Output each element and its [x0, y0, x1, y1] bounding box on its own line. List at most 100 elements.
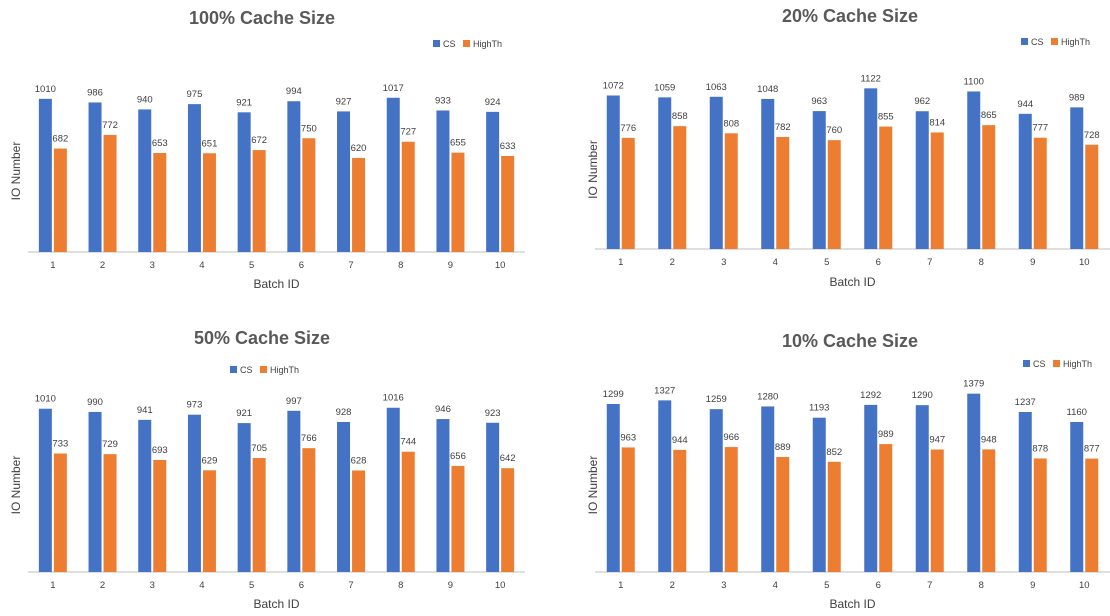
cs-data-label: 924 [485, 97, 501, 108]
chart-svg: 10% Cache Size CS HighTh IO Number Batch ID 1… [586, 331, 1110, 611]
highth-data-label: 777 [1032, 123, 1048, 134]
x-tick-label: 6 [876, 580, 881, 591]
legend: CS HighTh [1021, 37, 1090, 47]
highth-data-label: 782 [775, 122, 791, 133]
chart-10-percent-cache: 10% Cache Size CS HighTh IO Number Batch ID 1… [565, 308, 1110, 616]
x-tick-label: 1 [618, 580, 623, 591]
highth-bar [53, 148, 67, 252]
cs-data-label: 1327 [654, 385, 675, 396]
highth-bar [103, 134, 117, 252]
highth-data-label: 656 [450, 451, 466, 462]
cs-bar [436, 110, 450, 253]
highth-bar [501, 155, 515, 252]
highth-bar [879, 444, 893, 572]
highth-data-label: 651 [202, 138, 218, 149]
x-axis-label: Batch ID [829, 275, 875, 289]
x-tick-label: 9 [448, 580, 453, 591]
cs-bar [915, 111, 929, 249]
cs-data-label: 997 [286, 396, 302, 407]
highth-bar [352, 157, 366, 252]
cs-data-label: 1017 [383, 83, 404, 94]
highth-bar [202, 153, 216, 252]
chart-svg: 100% Cache Size CS HighTh IO Number Batch ID… [9, 8, 525, 291]
cs-bar [337, 111, 351, 252]
highth-bar [621, 447, 635, 572]
highth-data-label: 947 [929, 435, 945, 446]
cs-data-label: 1280 [757, 391, 778, 402]
cs-bar [864, 88, 878, 250]
cs-data-label: 1193 [809, 403, 829, 414]
chart-20-percent-cache: 20% Cache Size CS HighTh IO Number Batch ID 1… [565, 0, 1110, 308]
cs-data-label: 1160 [1067, 407, 1087, 418]
cs-bar [864, 404, 878, 572]
highth-bar [1085, 458, 1099, 572]
cs-data-label: 1237 [1015, 397, 1036, 408]
cs-bar [386, 407, 400, 572]
cs-bar [812, 417, 826, 572]
cs-bar [967, 393, 981, 572]
legend-swatch [463, 40, 470, 47]
cs-data-label: 933 [435, 95, 451, 106]
legend-label: HighTh [473, 39, 502, 49]
legend-label: CS [240, 365, 253, 375]
cs-data-label: 941 [137, 405, 153, 416]
cs-bar [138, 109, 152, 252]
cs-bar [1070, 421, 1084, 572]
cs-bar [38, 98, 52, 252]
cs-data-label: 1059 [654, 82, 675, 93]
highth-bar [776, 137, 790, 249]
x-tick-label: 2 [100, 580, 105, 591]
highth-data-label: 858 [672, 111, 688, 122]
x-tick-label: 3 [721, 257, 726, 268]
legend-label: CS [1033, 359, 1046, 369]
cs-data-label: 1290 [912, 390, 933, 401]
cs-bar [1018, 113, 1032, 249]
highth-data-label: 766 [301, 433, 317, 444]
chart-title: 100% Cache Size [189, 8, 335, 28]
cs-bar [287, 101, 301, 252]
highth-data-label: 672 [251, 135, 267, 146]
x-tick-label: 7 [348, 260, 353, 271]
highth-bar [451, 152, 465, 252]
highth-bar [1033, 458, 1047, 572]
legend-swatch [1053, 360, 1060, 367]
x-tick-label: 7 [348, 580, 353, 591]
y-axis-label: IO Number [9, 456, 23, 515]
y-axis-label: IO Number [9, 142, 23, 201]
x-tick-label: 8 [398, 580, 403, 591]
cs-bar [287, 410, 301, 572]
cs-bar [709, 96, 723, 249]
legend-label: HighTh [1061, 37, 1090, 47]
cs-data-label: 1100 [964, 76, 984, 87]
cs-data-label: 989 [1069, 92, 1085, 103]
highth-bar [930, 449, 944, 572]
highth-bar [724, 447, 738, 572]
legend-swatch [260, 366, 267, 373]
chart-title: 10% Cache Size [782, 331, 918, 351]
x-tick-label: 3 [721, 580, 726, 591]
cs-data-label: 927 [336, 96, 352, 107]
cs-data-label: 1016 [383, 393, 404, 404]
cs-data-label: 1122 [861, 73, 881, 84]
cs-bar [237, 423, 251, 572]
x-tick-label: 1 [50, 260, 55, 271]
x-tick-label: 5 [249, 580, 254, 591]
legend-swatch [1023, 360, 1030, 367]
highth-data-label: 808 [723, 118, 739, 129]
x-tick-label: 4 [773, 257, 778, 268]
highth-data-label: 814 [929, 117, 945, 128]
highth-data-label: 878 [1032, 443, 1048, 454]
cs-bar [88, 102, 102, 252]
cs-bar [915, 405, 929, 572]
x-tick-label: 5 [824, 257, 829, 268]
legend-label: CS [1031, 37, 1044, 47]
highth-bar [982, 449, 996, 572]
highth-bar [103, 454, 117, 572]
x-tick-label: 5 [249, 260, 254, 271]
highth-bar [879, 126, 893, 249]
legend-label: CS [443, 39, 456, 49]
y-axis-label: IO Number [586, 140, 600, 199]
x-tick-label: 7 [927, 257, 932, 268]
highth-bar [501, 468, 515, 572]
highth-bar [53, 453, 67, 572]
